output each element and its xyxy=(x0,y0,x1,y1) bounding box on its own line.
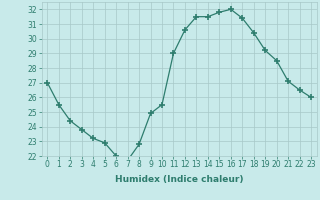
X-axis label: Humidex (Indice chaleur): Humidex (Indice chaleur) xyxy=(115,175,244,184)
